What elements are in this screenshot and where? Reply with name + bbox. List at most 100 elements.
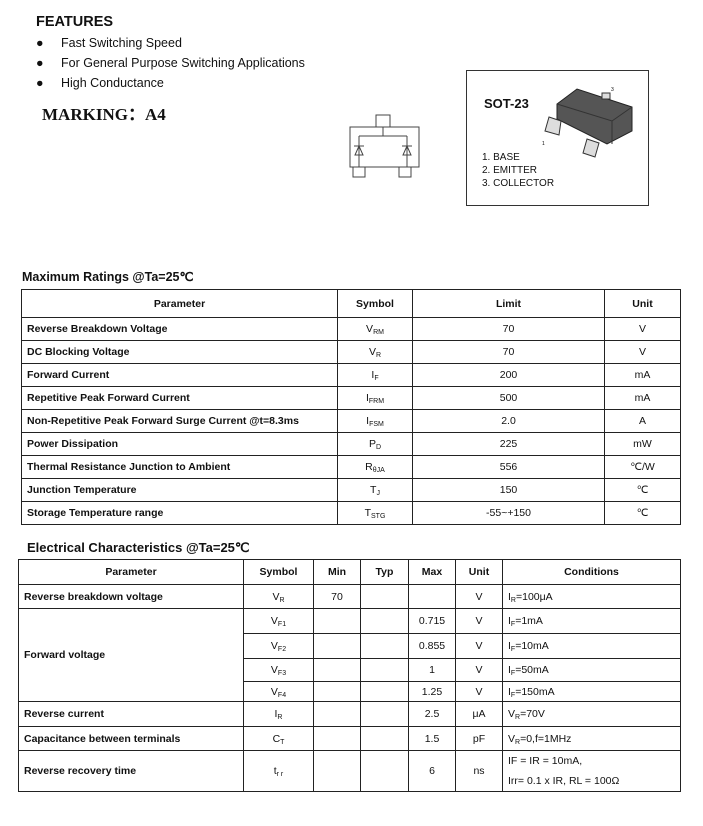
column-header: Parameter [21,289,338,318]
unit-cell: μA [455,701,503,727]
symbol-letter: I [274,708,278,720]
unit-cell: A [604,409,681,433]
symbol-subscript: r r [276,771,284,778]
min-cell [313,658,361,682]
table-row: Storage Temperature range TSTG -55~+150 ℃ [21,501,681,525]
pin-label: 3 [611,87,614,93]
min-cell [313,726,361,751]
feature-item: ● High Conductance [36,76,164,90]
min-cell [313,681,361,702]
unit-cell: mW [604,432,681,456]
symbol-cell: IFRM [337,386,413,410]
parameter-cell: Thermal Resistance Junction to Ambient [21,455,338,479]
table-row: Reverse current IR 2.5 μA VR=70V [18,701,681,727]
electrical-title: Electrical Characteristics @Ta=25℃ [27,540,250,555]
column-header: Symbol [243,559,314,585]
symbol-letter: I [365,392,369,404]
max-cell: 1 [408,658,456,682]
unit-cell: V [604,317,681,341]
symbol-cell: tr r [243,750,314,792]
pin-label: 1 [542,141,545,147]
condition-part: I [508,615,511,627]
bullet-icon: ● [36,36,44,50]
parameter-cell: Junction Temperature [21,478,338,502]
parameter-cell: Reverse breakdown voltage [18,584,244,609]
package-title: SOT-23 [484,96,529,111]
parameter-cell: Non-Repetitive Peak Forward Surge Curren… [21,409,338,433]
feature-text: High Conductance [61,76,164,90]
table-row: Forward voltage VF1 0.715 V IF=1mA [18,608,681,702]
symbol-letter: I [366,415,370,427]
parameter-cell: Reverse recovery time [18,750,244,792]
condition-line: IF = IR = 10mA, [508,755,583,767]
symbol-cell: IF [337,363,413,387]
table-row: DC Blocking Voltage VR 70 V [21,340,681,364]
symbol-letter: t [273,765,277,777]
min-cell: 70 [313,584,361,609]
parameter-cell: Forward Current [21,363,338,387]
limit-cell: 500 [412,386,605,410]
symbol-subscript: R [375,352,382,359]
symbol-letter: T [370,484,377,496]
max-cell [408,584,456,609]
symbol-cell: RθJA [337,455,413,479]
table-row: Reverse recovery time tr r 6 ns IF = IR = 10… [18,750,681,792]
limit-cell: 150 [412,478,605,502]
table-row: Reverse Breakdown Voltage VRM 70 V [21,317,681,341]
feature-text: For General Purpose Switching Applicatio… [61,56,305,70]
column-header: Parameter [18,559,244,585]
marking-label: MARKING：A4 [42,105,166,124]
column-header: Conditions [502,559,681,585]
max-ratings-title: Maximum Ratings @Ta=25℃ [22,270,194,284]
unit-cell: V [455,608,503,634]
symbol-letter: V [272,590,280,603]
bullet-icon: ● [36,76,44,90]
condition-part: =0,f=1MHz [520,732,572,745]
condition-part: =10mA [515,640,549,652]
symbol-cell: IR [243,701,314,727]
symbol-cell: TSTG [337,501,413,525]
condition-part: I [508,664,511,676]
symbol-letter: V [270,640,278,652]
circuit-diagram-icon [349,114,420,178]
parameter-cell: Forward voltage [18,608,244,702]
symbol-subscript: F4 [277,691,287,699]
table-row: Junction Temperature TJ 150 ℃ [21,478,681,502]
symbol-letter: V [368,346,376,358]
symbol-letter: T [364,507,372,519]
column-header: Unit [604,289,681,318]
limit-cell: 225 [412,432,605,456]
conditions-cell: IR=100μA [502,584,681,609]
pin-description: 2. EMITTER [482,165,538,176]
max-ratings-table: Parameter Symbol Limit Unit Reverse Breakdow… [21,289,681,525]
symbol-letter: R [365,461,373,473]
typ-cell [360,726,409,751]
parameter-cell: Repetitive Peak Forward Current [21,386,338,410]
pin-description: 1. BASE [482,152,520,163]
conditions-cell: VR=70V [502,701,681,727]
condition-part: =70V [520,708,545,720]
unit-cell: V [455,658,503,682]
condition-part: F [510,621,516,628]
unit-cell: V [604,340,681,364]
condition-part: F [510,691,516,699]
parameter-cell: Power Dissipation [21,432,338,456]
condition-part: I [508,590,511,603]
unit-cell: mA [604,386,681,410]
unit-cell: V [455,584,503,609]
symbol-subscript: J [376,490,380,497]
table-row: Power Dissipation PD 225 mW [21,432,681,456]
typ-cell [360,608,409,634]
package-box: SOT-23 3 1 2 1. BASE 2. EMITTER 3. COLLE… [466,70,649,206]
parameter-cell: Storage Temperature range [21,501,338,525]
limit-cell: 556 [412,455,605,479]
max-cell: 1.25 [408,681,456,702]
symbol-subscript: R [279,596,285,604]
symbol-letter: P [368,438,376,450]
symbol-subscript: T [280,738,285,746]
typ-cell [360,681,409,702]
symbol-cell: TJ [337,478,413,502]
limit-cell: 70 [412,317,605,341]
min-cell [313,633,361,659]
table-row: Thermal Resistance Junction to Ambient Rθ… [21,455,681,479]
